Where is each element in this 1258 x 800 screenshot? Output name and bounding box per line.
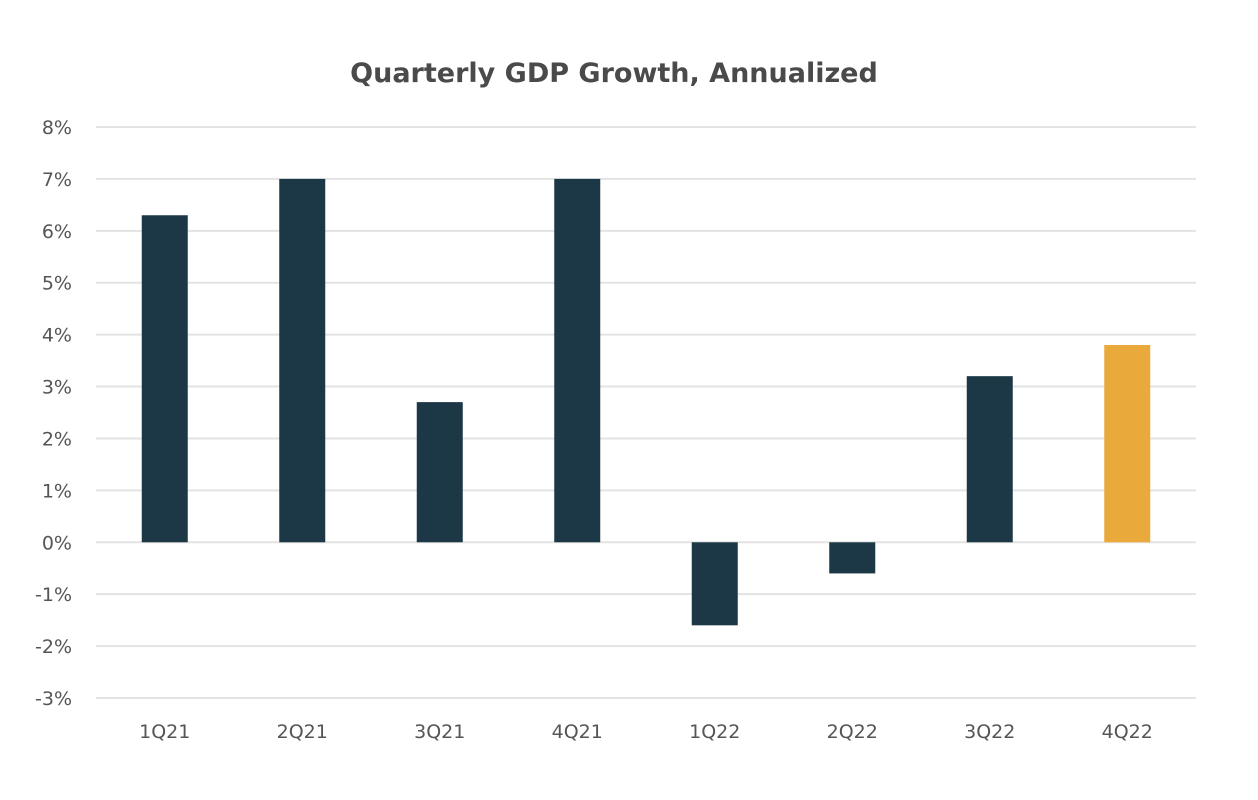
bar-1q21 [141,215,188,543]
x-tick-label: 3Q21 [414,721,465,743]
bars [141,178,1151,626]
y-tick-label: 5% [42,273,72,295]
bar-2q22 [829,542,876,574]
x-tick-label: 3Q22 [964,721,1015,743]
y-tick-label: 2% [42,428,72,450]
x-tick-label: 2Q22 [827,721,878,743]
y-tick-label: 4% [42,325,72,347]
chart-title: Quarterly GDP Growth, Annualized [350,58,878,89]
y-tick-label: -1% [35,584,72,606]
x-axis-ticks: 1Q21 2Q21 3Q21 4Q21 1Q22 2Q22 3Q22 4Q22 [139,721,1153,743]
gridlines [96,126,1196,699]
bar-1q22 [691,542,738,626]
y-tick-label: 6% [42,221,72,243]
bar-4q22 [1104,345,1151,543]
bar-3q22 [966,376,1013,543]
bar-2q21 [279,178,326,543]
x-tick-label: 1Q21 [139,721,190,743]
y-tick-label: 0% [42,532,72,554]
y-tick-label: 1% [42,480,72,502]
x-tick-label: 2Q21 [277,721,328,743]
x-tick-label: 4Q22 [1102,721,1153,743]
x-tick-label: 4Q21 [552,721,603,743]
x-tick-label: 1Q22 [689,721,740,743]
bar-4q21 [554,178,601,543]
y-tick-label: 8% [42,117,72,139]
y-tick-label: -3% [35,688,72,710]
y-tick-label: 3% [42,377,72,399]
y-tick-label: -2% [35,636,72,658]
y-tick-label: 7% [42,169,72,191]
bar-3q21 [416,402,463,543]
y-axis-ticks: 8% 7% 6% 5% 4% 3% 2% 1% 0% -1% -2% -3% [35,117,72,710]
